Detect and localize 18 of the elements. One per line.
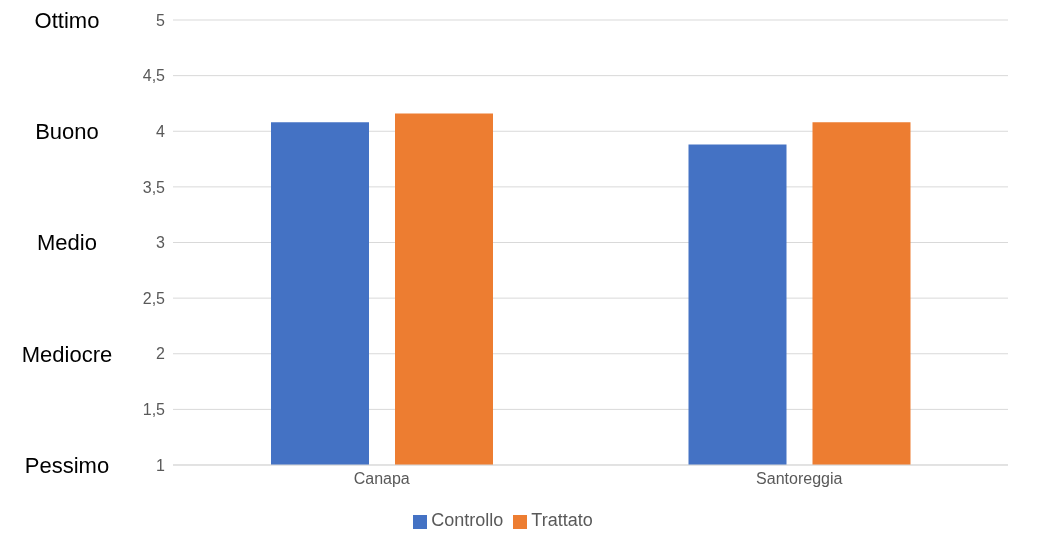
- y-tick-label: 3: [156, 234, 166, 252]
- x-tick-label: Canapa: [353, 470, 410, 488]
- legend-label: Controllo: [431, 510, 504, 530]
- text: Ottimo: [34, 7, 100, 33]
- text: Buono: [35, 119, 99, 145]
- y-tick-label: 1: [156, 456, 166, 474]
- y-tick-label: 5: [156, 11, 166, 29]
- legend-label: Trattato: [531, 510, 593, 530]
- text: Pessimo: [24, 452, 110, 478]
- text: Medio: [37, 230, 97, 256]
- x-tick-label: Santoreggia: [756, 470, 843, 488]
- y-tick-label: 3,5: [142, 178, 166, 196]
- text: Mediocre: [21, 341, 113, 367]
- y-tick-label: 4,5: [142, 67, 166, 85]
- y-tick-label: 2,5: [142, 289, 166, 307]
- y-tick-label: 4: [156, 122, 166, 140]
- y-tick-label: 1,5: [142, 401, 166, 419]
- y-tick-label: 2: [156, 345, 166, 363]
